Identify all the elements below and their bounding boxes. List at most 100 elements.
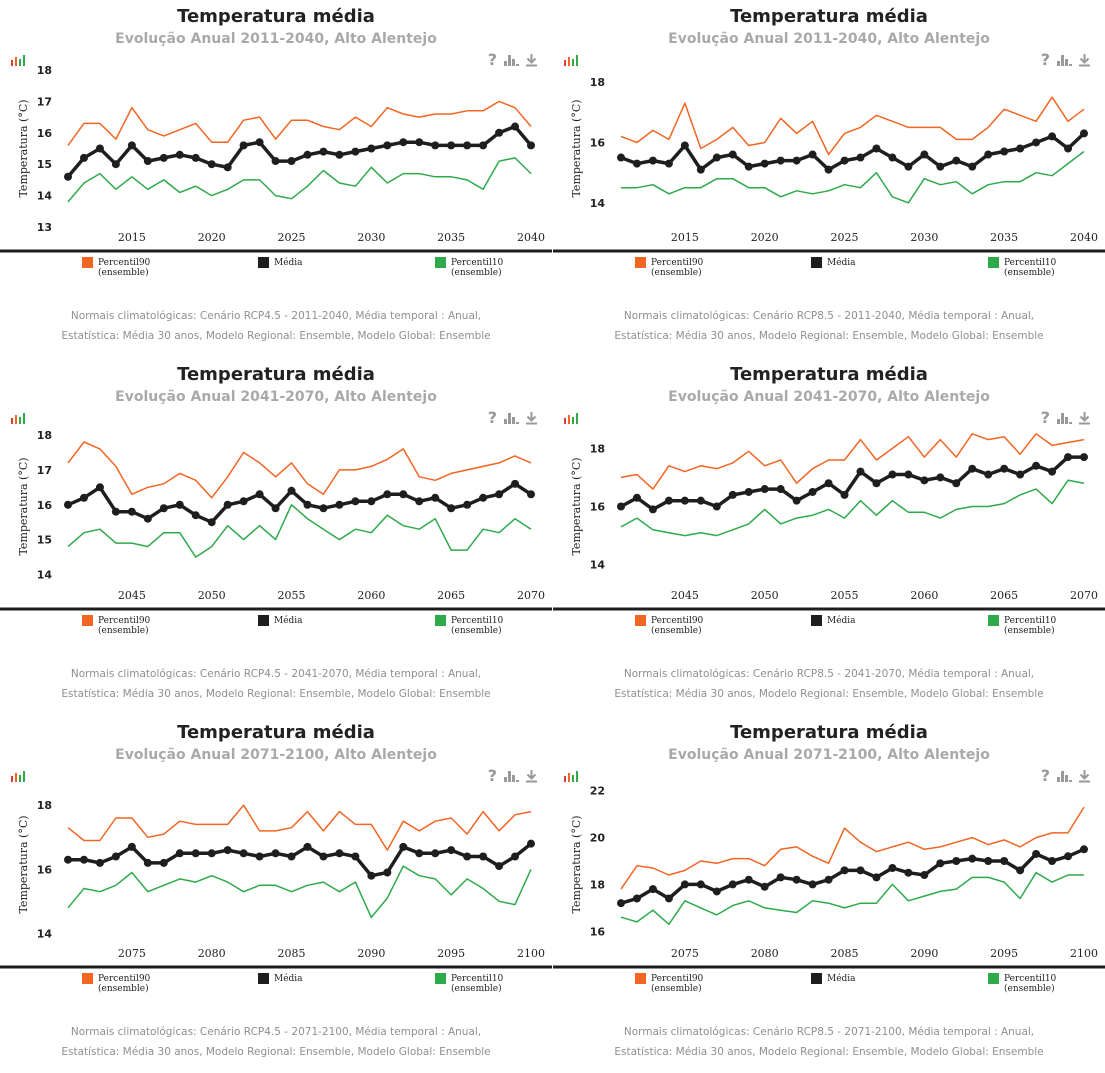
percentil10-line [67,865,532,919]
legend-item-percentil90[interactable]: Percentil90 (ensemble) [82,973,150,994]
legend-label: Percentil10 (ensemble) [451,616,503,636]
media-point [303,150,312,159]
chart-caption: Normais climatológicas: Cenário RCP8.5 -… [553,306,1105,346]
media-point [239,849,248,858]
help-icon[interactable]: ? [1040,50,1050,69]
media-line [68,842,533,878]
legend-item-media[interactable]: Média [811,973,856,984]
x-tick-label: 2025 [278,231,306,244]
legend-text: Média [827,258,856,268]
legend-item-percentil10[interactable]: Percentil10 (ensemble) [435,973,503,994]
legend-label: Percentil90 (ensemble) [98,616,150,636]
bar-chart-icon[interactable] [1056,769,1072,783]
x-tick-label: 2100 [1070,947,1098,960]
media-point [95,483,104,492]
media-point [223,500,232,509]
download-icon[interactable] [525,411,538,425]
media-point [920,150,929,159]
legend-label: Percentil90 (ensemble) [98,258,150,278]
media-point [479,141,488,150]
legend-item-percentil10[interactable]: Percentil10 (ensemble) [988,973,1056,994]
media-point [904,470,913,479]
media-point [904,868,913,877]
chart-caption: Normais climatológicas: Cenário RCP4.5 -… [0,664,552,704]
legend-text-sub: (ensemble) [98,626,149,636]
y-axis-label: Temperatura (°C) [17,99,30,197]
media-point [824,875,833,884]
media-point [319,852,328,861]
toolbar: ? [1041,50,1091,69]
media-point [64,172,72,181]
media-point [367,871,376,880]
legend-item-media[interactable]: Média [258,257,303,268]
legend-item-media[interactable]: Média [258,615,303,626]
media-point [792,875,801,884]
media-point [648,505,657,514]
media-point [95,144,104,153]
bar-chart-icon[interactable] [503,53,519,67]
chart-title: Temperatura média [730,722,928,743]
caption-line: Normais climatológicas: Cenário RCP4.5 -… [70,1026,482,1038]
y-tick-label: 14 [37,927,53,940]
bar-chart-icon[interactable] [503,769,519,783]
legend-label: Percentil10 (ensemble) [451,258,503,278]
media-point [191,511,200,520]
legend-item-percentil90[interactable]: Percentil90 (ensemble) [82,615,150,636]
help-icon[interactable]: ? [1040,766,1050,785]
media-point [527,490,535,499]
media-point [792,496,801,505]
download-icon[interactable] [1078,769,1091,783]
x-tick-label: 2045 [118,589,146,602]
legend-text: Média [827,616,856,626]
help-icon[interactable]: ? [487,766,497,785]
bar-chart-icon[interactable] [503,411,519,425]
legend-item-media[interactable]: Média [258,973,303,984]
y-tick-label: 18 [37,64,52,77]
legend-label: Percentil90 (ensemble) [651,258,703,278]
media-point [968,854,977,863]
download-icon[interactable] [525,769,538,783]
caption-line: Estatística: Média 30 anos, Modelo Regio… [61,1046,491,1058]
y-tick-label: 18 [37,429,52,442]
toolbar: ? [488,766,538,785]
media-point [79,153,88,162]
percentil10-line [620,871,1084,926]
legend-item-percentil10[interactable]: Percentil10 (ensemble) [435,257,503,278]
legend-item-percentil10[interactable]: Percentil10 (ensemble) [435,615,503,636]
legend-text: Percentil10 [1004,258,1057,268]
help-icon[interactable]: ? [487,408,497,427]
media-line [66,124,533,178]
legend-label: Média [274,258,303,268]
media-point [479,852,488,861]
media-point [79,855,88,864]
help-icon[interactable]: ? [487,50,497,69]
bar-chart-icon[interactable] [1056,411,1072,425]
download-icon[interactable] [1078,53,1091,67]
media-point [463,500,472,509]
chart-caption: Normais climatológicas: Cenário RCP4.5 -… [0,1022,552,1062]
percentil90-line [67,804,532,851]
legend-item-media[interactable]: Média [811,257,856,268]
legend-item-percentil90[interactable]: Percentil90 (ensemble) [635,973,703,994]
legend-item-media[interactable]: Média [811,615,856,626]
media-point [319,504,328,513]
legend-item-percentil10[interactable]: Percentil10 (ensemble) [988,615,1056,636]
legend-item-percentil90[interactable]: Percentil90 (ensemble) [82,257,150,278]
media-point [415,849,424,858]
x-tick-label: 2090 [357,947,385,960]
download-icon[interactable] [525,53,538,67]
percentil10-line [67,157,532,203]
media-point [159,504,168,513]
media-point [872,144,881,153]
legend-text: Percentil90 [98,616,151,626]
legend-item-percentil10[interactable]: Percentil10 (ensemble) [988,257,1057,278]
legend: Percentil90 (ensemble) Média Percentil10 (en… [0,973,552,1004]
chart-caption: Normais climatológicas: Cenário RCP8.5 -… [553,1022,1105,1062]
legend-item-percentil90[interactable]: Percentil90 (ensemble) [635,615,703,636]
media-point [872,873,881,882]
bar-chart-icon[interactable] [1056,53,1072,67]
media-point [1032,461,1041,470]
help-icon[interactable]: ? [1040,408,1050,427]
download-icon[interactable] [1078,411,1091,425]
legend-item-percentil90[interactable]: Percentil90 (ensemble) [635,257,703,278]
